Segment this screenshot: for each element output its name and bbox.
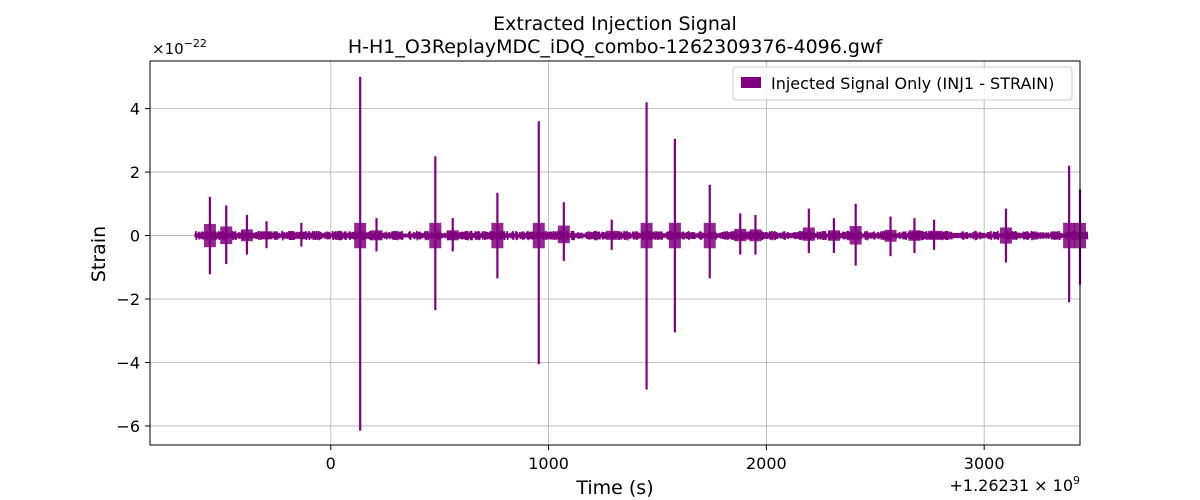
signal-burst [260, 231, 273, 240]
signal-burst [999, 227, 1012, 244]
y-multiplier-exponent: −22 [184, 37, 207, 50]
signal-burst [220, 226, 233, 245]
series-injected-signal [194, 76, 1089, 431]
x-tick-label: 2000 [746, 454, 787, 473]
x-tick-label: 1000 [528, 454, 569, 473]
signal-burst [491, 222, 504, 249]
x-offset-base: +1.26231 × 10 [949, 476, 1073, 495]
signal-burst [354, 222, 367, 249]
signal-burst [928, 230, 941, 240]
y-tick-label: −6 [116, 417, 140, 436]
signal-burst [446, 230, 459, 241]
y-multiplier-base: ×10 [152, 40, 184, 58]
x-axis-label: Time (s) [575, 477, 653, 499]
y-tick-label: −4 [116, 353, 140, 372]
signal-burst [827, 230, 840, 241]
x-tick-label: 3000 [964, 454, 1005, 473]
signal-burst [557, 225, 570, 244]
signal-burst [703, 222, 716, 249]
plot-frame [149, 60, 1081, 446]
x-tick-label: 0 [326, 454, 336, 473]
x-axis-offset: +1.26231 × 109 [949, 474, 1080, 495]
signal-burst [640, 222, 653, 249]
signal-burst [849, 226, 862, 245]
signal-burst [370, 230, 383, 241]
chart-title: Extracted Injection Signal [493, 13, 737, 35]
chart-subtitle: H-H1_O3ReplayMDC_iDQ_combo-1262309376-40… [348, 36, 884, 58]
legend-swatch [741, 77, 761, 88]
signal-burst [295, 231, 308, 239]
signal-burst [734, 228, 747, 242]
signal-burst [605, 230, 618, 240]
y-axis-label: Strain [88, 226, 110, 282]
grid [150, 61, 1080, 445]
signal-burst [532, 222, 545, 249]
signal-burst [429, 222, 442, 249]
signal-burst [884, 229, 897, 242]
y-tick-label: 0 [130, 227, 140, 246]
y-axis-multiplier: ×10−22 [152, 37, 207, 58]
signal-burst [203, 223, 216, 248]
y-tick-label: −2 [116, 290, 140, 309]
signal-burst [668, 222, 681, 249]
signal-burst [749, 229, 762, 242]
y-axis-ticks: −6 −4 −2 0 2 4 [116, 100, 150, 436]
y-tick-label: 4 [130, 100, 140, 119]
signal-burst [1063, 222, 1076, 249]
y-tick-label: 2 [130, 163, 140, 182]
signal-burst [240, 229, 253, 242]
legend: Injected Signal Only (INJ1 - STRAIN) [732, 66, 1073, 101]
signal-burst [802, 227, 815, 241]
legend-box [732, 66, 1073, 101]
x-offset-exponent: 9 [1073, 474, 1080, 487]
signal-burst [908, 230, 921, 241]
x-axis-ticks: 0 1000 2000 3000 [326, 445, 1005, 473]
legend-label: Injected Signal Only (INJ1 - STRAIN) [771, 74, 1054, 93]
